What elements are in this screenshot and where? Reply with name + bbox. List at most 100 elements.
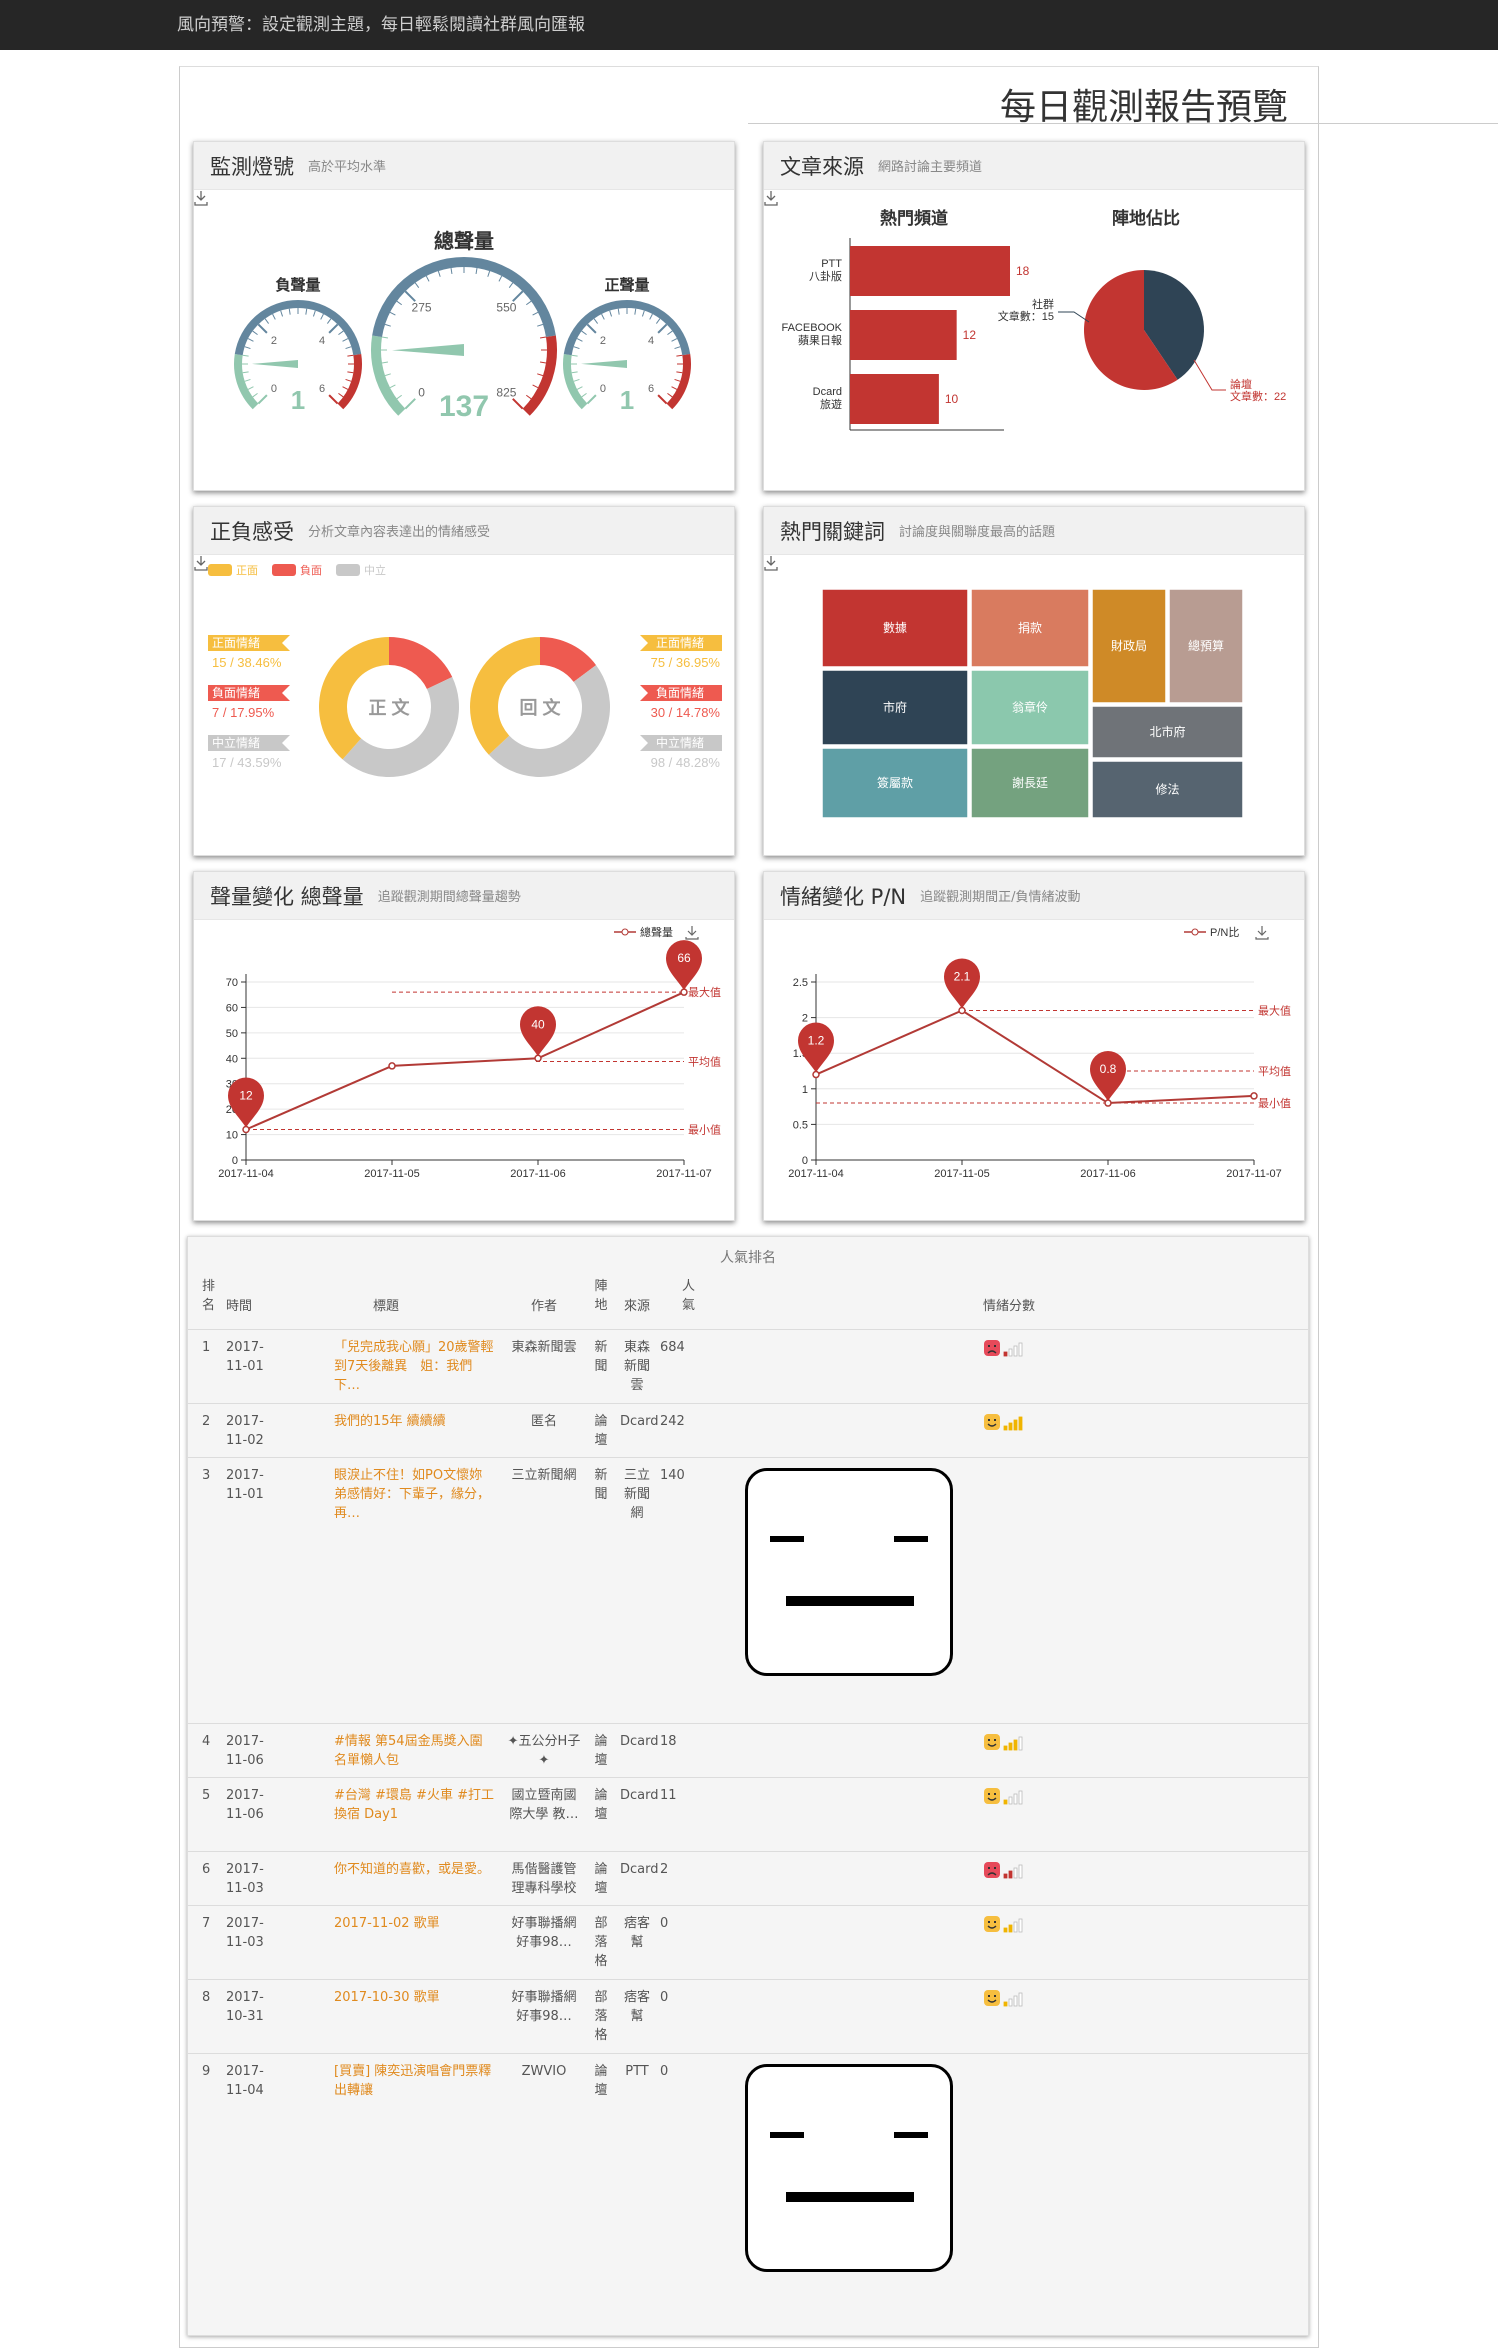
gauge-tick	[576, 386, 583, 390]
gauge-tick	[539, 361, 547, 364]
gauge-tick	[328, 323, 339, 334]
gauge-arc-low	[563, 353, 588, 410]
card-subtitle: 追蹤觀測期間總聲量趨勢	[377, 890, 521, 905]
legend-label: P/N比	[1210, 926, 1239, 939]
row-camp: 新聞	[594, 1468, 608, 1502]
gauge-arc-mid	[563, 300, 691, 356]
pie-label-line	[1058, 311, 1090, 323]
row-camp: 新聞	[594, 1340, 608, 1374]
smile-face-icon	[984, 1990, 1000, 2006]
gauge-tick-label: 6	[319, 383, 325, 395]
pie-slice	[1144, 270, 1204, 380]
x-tick-label: 2017-11-04	[788, 1168, 843, 1180]
row-title-link[interactable]: 我們的15年 續續續	[334, 1414, 446, 1429]
legend-swatch	[208, 564, 232, 576]
row-title-link[interactable]: 2017-10-30 歌單	[334, 1990, 440, 2005]
row-rank: 1	[202, 1340, 211, 1355]
sentiment-value: 75 / 36.95%	[651, 655, 721, 670]
face-eye	[988, 1739, 990, 1741]
gauge-tick	[347, 371, 354, 374]
table-row: 8 2017-10-31 2017-10-30 歌單 好事聯播網 好事98… 部落格 痞客…	[188, 1979, 1308, 2053]
x-tick-label: 2017-11-07	[656, 1168, 711, 1180]
keyword-tile	[1168, 588, 1244, 704]
row-camp: 論壇	[594, 2064, 608, 2098]
row-title-link[interactable]: [買賣] 陳奕迅演唱會門票釋出轉讓	[334, 2064, 492, 2098]
level-bar	[1003, 1351, 1008, 1357]
level-bar	[1013, 1921, 1018, 1933]
card-title: 情緒變化 P/N	[780, 884, 907, 909]
level-bar	[1008, 1348, 1013, 1357]
row-title-link[interactable]: #情報 第54屆金馬獎入圍名單懶人包	[334, 1734, 483, 1768]
gauge-tick	[244, 378, 251, 382]
legend-marker	[1191, 928, 1199, 936]
emotion-meter	[984, 1788, 1023, 1805]
mark-line-label: 最大值	[1258, 1003, 1291, 1017]
level-bar	[1018, 1342, 1023, 1357]
emotion-meter	[984, 1414, 1023, 1431]
download-icon[interactable]	[764, 555, 778, 571]
face-mouth	[987, 1743, 997, 1747]
download-icon[interactable]	[764, 190, 778, 206]
row-title-link[interactable]: #台灣 #環島 #火車 #打工換宿 Day1	[334, 1788, 494, 1822]
row-camp: 部落格	[594, 1990, 608, 2043]
x-tick-label: 2017-11-05	[934, 1168, 989, 1180]
gauge-value: 1	[291, 385, 305, 415]
row-source: Dcard	[620, 1788, 659, 1803]
emotion-score	[983, 1338, 1043, 1360]
gauge-tick	[573, 346, 580, 350]
sentiment-tag-label: 正面情緒	[212, 635, 260, 650]
bar-category-label: FACEBOOK	[781, 322, 842, 334]
smile-face-icon	[984, 1788, 1000, 1804]
row-popularity: 11	[660, 1788, 677, 1803]
emotion-score	[983, 1786, 1043, 1808]
sentiment-tag	[208, 735, 290, 751]
gauge-needle	[392, 344, 465, 356]
sentiment-tag-label: 中立情緒	[212, 735, 260, 750]
level-bar	[1003, 1927, 1008, 1933]
row-popularity: 140	[660, 1468, 685, 1483]
gauge-tick	[242, 371, 249, 374]
pie-label-line	[1193, 359, 1226, 391]
row-author: 三立新聞網	[511, 1468, 577, 1483]
mark-line-label: 平均值	[1258, 1065, 1291, 1078]
row-date: 2017-11-02	[226, 1414, 264, 1448]
keyword-label: 翁章伶	[1012, 700, 1048, 715]
face-eye	[988, 1793, 990, 1795]
source-bar	[850, 246, 1010, 296]
gauge-tick	[667, 330, 673, 336]
gauge-tick	[671, 338, 678, 342]
row-title-link[interactable]: 眼淚止不住！如PO文懷妳弟感情好：下輩子，緣分，再…	[334, 1468, 491, 1521]
gauge-label: 負聲量	[275, 276, 320, 294]
row-title-link[interactable]: 2017-11-02 歌單	[334, 1916, 440, 1931]
pie-label: 文章數：22	[1230, 389, 1286, 403]
face-mouth	[987, 1999, 997, 2003]
sentiment-donuts: 正面 負面 中立正 文 回 文 正面情緒 15 / 38.46% 負面情緒 7 / 17.95…	[208, 563, 722, 778]
card-subtitle: 網路討論主要頻道	[878, 160, 983, 175]
row-popularity: 2	[660, 1862, 669, 1877]
keyword-label: 數據	[883, 621, 907, 635]
row-title-link[interactable]: 「兒完成我心願」20歲警輕到7天後離異 姐：我們下…	[334, 1340, 494, 1393]
gauge-tick	[328, 394, 339, 405]
row-title-link[interactable]: 你不知道的喜歡，或是愛。	[334, 1862, 491, 1877]
gauge-tick	[312, 310, 316, 317]
header-date: 時間	[226, 1299, 253, 1314]
legend-swatch	[272, 564, 296, 576]
sentiment-value: 15 / 38.46%	[212, 655, 282, 670]
keyword-tile	[970, 669, 1090, 746]
mark-line-label: 平均值	[688, 1055, 721, 1068]
keyword-label: 財政局	[1111, 638, 1147, 653]
download-icon[interactable]	[194, 190, 208, 206]
download-icon[interactable]	[194, 555, 208, 571]
pie-chart-title: 陣地佔比	[1112, 208, 1180, 228]
keyword-tile	[1091, 588, 1167, 704]
sentiment-tag-label: 負面情緒	[656, 685, 704, 700]
sentiment-tag	[208, 635, 290, 651]
gauge-tick	[674, 378, 681, 382]
level-bar	[1003, 1873, 1008, 1879]
gauge-tick	[342, 386, 349, 390]
bar-category-label: 蘋果日報	[798, 334, 842, 347]
keyword-label: 總預算	[1188, 638, 1224, 653]
donut-segment	[540, 637, 597, 682]
gauge-tick	[404, 290, 416, 302]
